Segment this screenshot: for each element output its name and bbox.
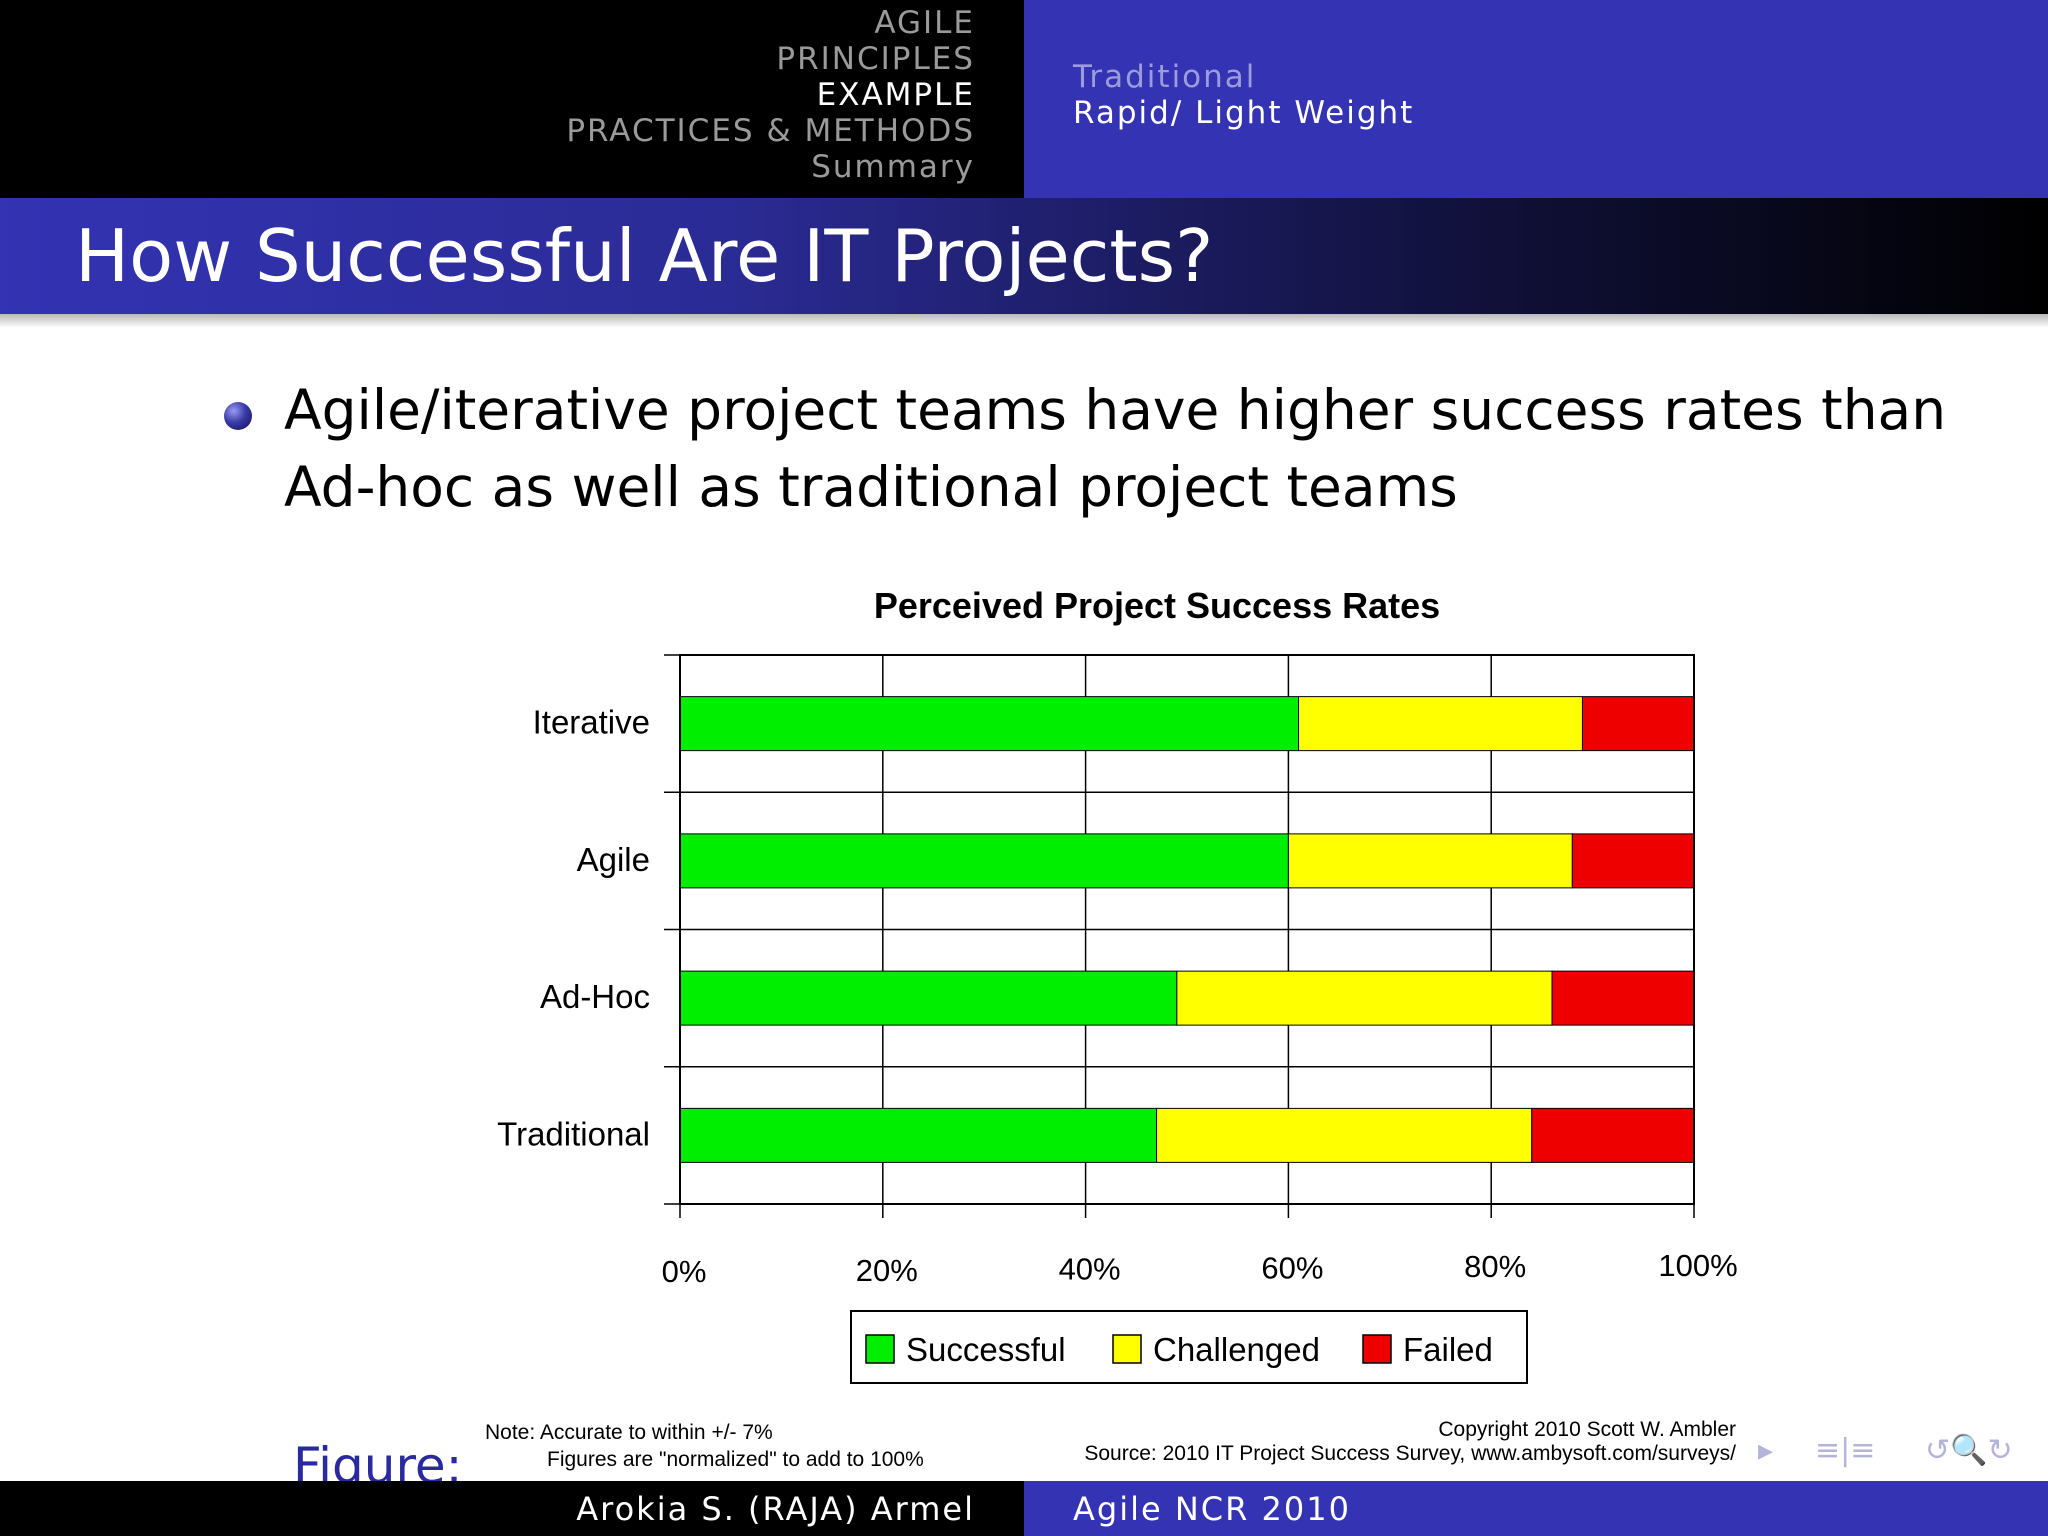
bar-challenged-iterative	[1298, 696, 1583, 752]
bar-successful-traditional	[679, 1107, 1158, 1163]
plot-frame	[679, 654, 1695, 1205]
nav-item-example[interactable]: EXAMPLE	[816, 77, 975, 113]
category-label: Ad-Hoc	[540, 978, 650, 1015]
nav-item-principles[interactable]: PRINCIPLES	[776, 41, 975, 77]
x-tick-label: 60%	[1261, 1250, 1323, 1285]
footer-event: Agile NCR 2010	[1073, 1490, 1351, 1528]
bar-failed-agile	[1571, 833, 1695, 889]
legend-swatch-successful	[865, 1334, 895, 1364]
nav-item-practices-methods[interactable]: PRACTICES & METHODS	[566, 113, 975, 149]
title-bar	[0, 198, 2048, 314]
x-tick-label: 0%	[662, 1254, 707, 1289]
x-tick-label: 40%	[1059, 1252, 1121, 1287]
category-label: Iterative	[533, 704, 650, 741]
legend-swatch-failed	[1362, 1334, 1392, 1364]
category-label: Traditional	[497, 1115, 650, 1152]
chart-source: Source: 2010 IT Project Success Survey, …	[1084, 1442, 1736, 1465]
bar-failed-ad-hoc	[1551, 970, 1695, 1026]
category-label: Agile	[577, 841, 650, 878]
bar-successful-ad-hoc	[679, 970, 1178, 1026]
header-right-panel	[1024, 0, 2048, 198]
search-icon[interactable]: ↺🔍↻	[1925, 1433, 2013, 1468]
bullet-ball-icon	[224, 402, 252, 430]
chart-note-accuracy: Note: Accurate to within +/- 7%	[485, 1421, 773, 1444]
nav-item-agile[interactable]: AGILE	[874, 5, 975, 41]
chart-bars	[679, 696, 1695, 1163]
legend-label-failed: Failed	[1403, 1331, 1493, 1368]
legend-swatch-challenged	[1112, 1334, 1142, 1364]
nav-item-summary[interactable]: Summary	[811, 149, 975, 185]
bar-failed-iterative	[1581, 696, 1695, 752]
section-nav-icon[interactable]: ≡|≡	[1815, 1433, 1876, 1468]
subsection-traditional[interactable]: Traditional	[1073, 59, 1257, 95]
bullet-text-line-1: Agile/iterative project teams have highe…	[284, 378, 1947, 442]
x-tick-label: 20%	[856, 1253, 918, 1288]
bullet-text-line-2: Ad-hoc as well as traditional project te…	[284, 455, 1458, 519]
chart-labels: Iterative Agile Ad-Hoc Traditional Perceived…	[497, 585, 1738, 1289]
legend-label-successful: Successful	[906, 1331, 1066, 1368]
chart-legend: Successful Challenged Failed	[850, 1310, 1528, 1384]
legend-label-challenged: Challenged	[1153, 1331, 1320, 1368]
bar-failed-traditional	[1531, 1107, 1695, 1163]
chart-copyright: Copyright 2010 Scott W. Ambler	[1438, 1418, 1736, 1441]
x-tick-label: 80%	[1464, 1249, 1526, 1284]
legend-box	[850, 1310, 1528, 1384]
chart-note-normalized: Figures are "normalized" to add to 100%	[547, 1448, 924, 1471]
bar-challenged-traditional	[1156, 1107, 1533, 1163]
chart-frame	[679, 654, 1695, 1205]
footer-left-panel	[0, 1481, 1024, 1536]
title-bar-shadow	[0, 314, 2048, 328]
page-title: How Successful Are IT Projects?	[75, 214, 1214, 298]
arrow-right-icon[interactable]: ▸	[1758, 1433, 1774, 1468]
header-left-panel	[0, 0, 1024, 198]
bar-challenged-agile	[1287, 833, 1573, 889]
subsection-rapid-light-weight[interactable]: Rapid/ Light Weight	[1073, 95, 1415, 131]
footer-author: Arokia S. (RAJA) Armel	[576, 1490, 975, 1528]
bar-successful-iterative	[679, 696, 1300, 752]
x-tick-label: 100%	[1658, 1248, 1737, 1283]
bar-challenged-ad-hoc	[1176, 970, 1553, 1026]
chart-title: Perceived Project Success Rates	[874, 585, 1440, 626]
footer-right-panel	[1024, 1481, 2048, 1536]
bar-successful-agile	[679, 833, 1289, 889]
